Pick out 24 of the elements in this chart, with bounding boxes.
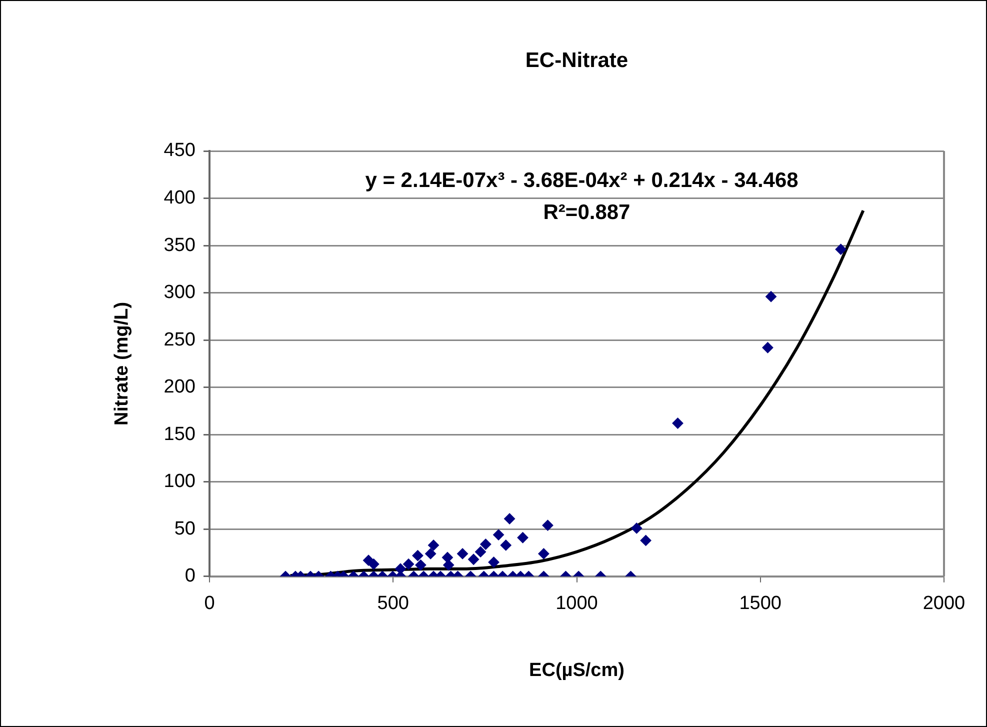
y-tick-label: 100 [164, 471, 196, 492]
x-axis-title: EC(µS/cm) [529, 660, 624, 681]
y-tick-label: 150 [164, 424, 196, 445]
point [766, 291, 777, 302]
point [835, 244, 846, 255]
point [672, 418, 684, 429]
y-tick-label: 300 [164, 282, 196, 304]
y-tick-label: 350 [164, 234, 196, 256]
annotation: y = 2.14E-07x³ - 3.68E-04x² + 0.214x - 34.468 [365, 168, 799, 192]
x-tick-label: 1500 [739, 593, 782, 614]
x-tick-label: 0 [204, 593, 215, 614]
y-tick-label: 400 [164, 188, 196, 208]
x-tick-label: 2000 [922, 593, 966, 614]
x-tick-label: 500 [377, 593, 409, 614]
y-tick-label: 200 [164, 376, 196, 398]
chart-title: EC-Nitrate [525, 48, 628, 72]
x-tick-label: 1000 [556, 593, 598, 614]
y-tick-label: 250 [164, 329, 196, 350]
y-tick-label: 50 [174, 518, 196, 540]
point [762, 342, 774, 354]
y-axis-title: Nitrate (mg/L) [112, 302, 133, 426]
y-tick-label: 0 [184, 566, 196, 587]
annotation: R²=0.887 [543, 200, 630, 224]
y-tick-label: 450 [164, 140, 196, 162]
